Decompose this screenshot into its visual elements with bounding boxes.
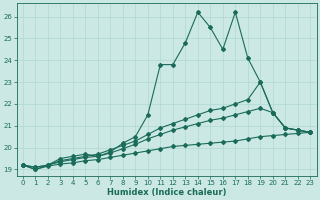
X-axis label: Humidex (Indice chaleur): Humidex (Indice chaleur)	[107, 188, 226, 197]
